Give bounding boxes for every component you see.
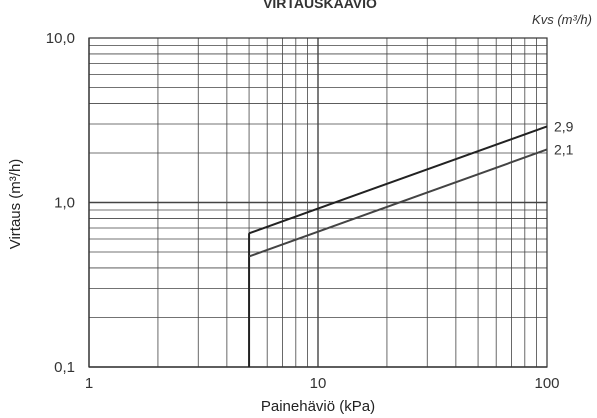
data-lines: 2,92,1 xyxy=(248,118,574,367)
series-line-kvs-2-1 xyxy=(248,148,548,258)
x-tick-label: 100 xyxy=(534,375,559,392)
series-label-kvs-2-9: 2,9 xyxy=(554,118,574,134)
series-label-kvs-2-1: 2,1 xyxy=(554,141,574,157)
chart-title: VIRTAUSKAAVIO xyxy=(263,0,377,11)
plot-frame xyxy=(88,37,548,368)
y-axis-title: Virtaus (m³/h) xyxy=(7,159,24,250)
x-axis-title: Painehäviö (kPa) xyxy=(261,398,375,415)
grid xyxy=(88,37,548,368)
x-tick-label: 10 xyxy=(310,375,327,392)
axis-ticks: 1 10 100 0,1 1,0 10,0 xyxy=(46,30,560,392)
y-tick-label: 0,1 xyxy=(54,359,75,376)
y-tick-label: 10,0 xyxy=(46,30,75,47)
x-tick-label: 1 xyxy=(85,375,93,392)
y-tick-label: 1,0 xyxy=(54,195,75,212)
series-line-kvs-2-9 xyxy=(248,125,548,235)
series-unit-label: Kvs (m³/h) xyxy=(532,12,592,27)
